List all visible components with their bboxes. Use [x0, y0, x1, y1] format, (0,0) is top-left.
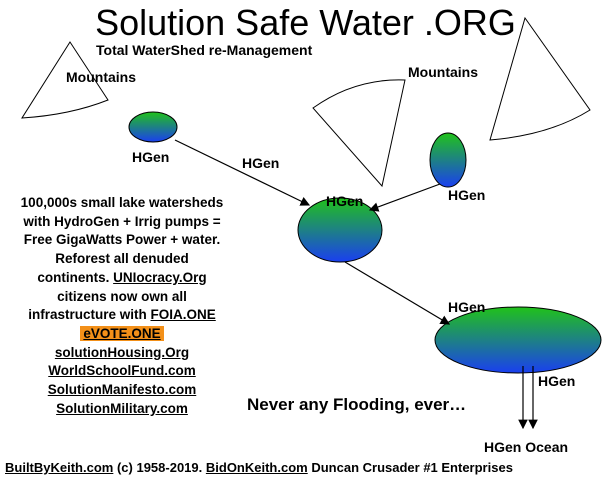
footer-text: (c) 1958-2019.: [117, 460, 202, 475]
link[interactable]: WorldSchoolFund.com: [48, 363, 196, 378]
link[interactable]: SolutionMilitary.com: [56, 401, 188, 416]
link[interactable]: solutionHousing.Org: [55, 345, 189, 360]
info-line: with HydroGen + Irrig pumps =: [23, 214, 220, 229]
hgen-label: HGen: [538, 373, 575, 389]
info-line: citizens now own all: [57, 289, 187, 304]
mountain: [313, 80, 405, 186]
info-line: Free GigaWatts Power + water.: [24, 232, 220, 247]
info-line: continents.: [37, 270, 109, 285]
info-text: 100,000s small lake watersheds with Hydr…: [0, 194, 244, 418]
info-line: Reforest all denuded: [55, 251, 189, 266]
link[interactable]: eVOTE.ONE: [80, 326, 163, 341]
hgen-label: HGen Ocean: [484, 439, 568, 455]
link[interactable]: SolutionManifesto.com: [48, 382, 197, 397]
info-line: infrastructure with: [28, 307, 147, 322]
subtitle: Total WaterShed re-Management: [96, 42, 312, 58]
hgen-label: HGen: [448, 187, 485, 203]
title: Solution Safe Water .ORG: [0, 2, 611, 44]
lake: [430, 133, 466, 187]
hgen-label: HGen: [132, 149, 169, 165]
footer-text: Duncan Crusader #1 Enterprises: [311, 460, 513, 475]
hgen-label: HGen: [448, 299, 485, 315]
arrow: [345, 262, 449, 324]
mountain-label: Mountains: [66, 69, 136, 85]
link[interactable]: BuiltByKeith.com: [5, 460, 113, 475]
mountain-label: Mountains: [408, 64, 478, 80]
info-line: 100,000s small lake watersheds: [21, 195, 224, 210]
slogan: Never any Flooding, ever…: [247, 395, 466, 415]
hgen-label: HGen: [242, 155, 279, 171]
hgen-label: HGen: [326, 193, 363, 209]
footer: BuiltByKeith.com (c) 1958-2019. BidOnKei…: [5, 460, 513, 475]
link[interactable]: UNIocracy.Org: [113, 270, 207, 285]
arrow: [370, 184, 440, 210]
lake: [129, 112, 177, 142]
link[interactable]: FOIA.ONE: [151, 307, 216, 322]
page: Solution Safe Water .ORG Total WaterShed…: [0, 0, 611, 479]
lake: [435, 307, 601, 373]
link[interactable]: BidOnKeith.com: [206, 460, 308, 475]
